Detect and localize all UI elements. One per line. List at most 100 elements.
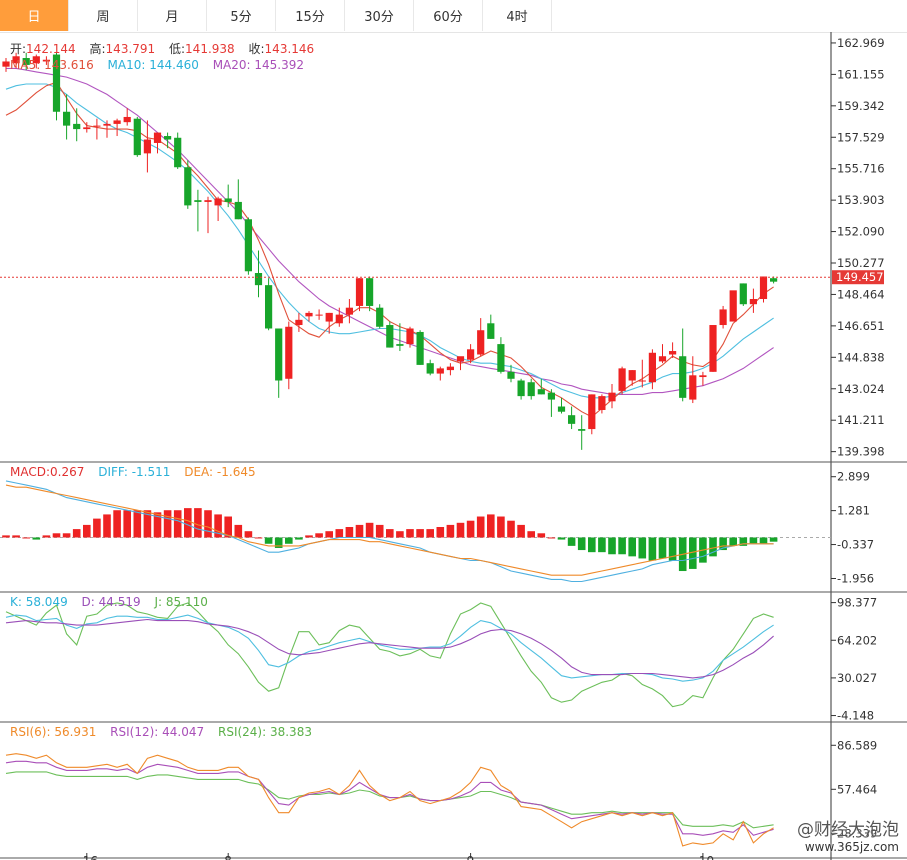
macd-bar xyxy=(527,531,535,538)
macd-bar xyxy=(406,529,414,538)
macd-bar xyxy=(466,520,475,538)
y-tick-label: 143.024 xyxy=(837,382,885,396)
y-tick-label: 139.398 xyxy=(837,445,885,459)
macd-bar xyxy=(588,537,596,553)
close-label: 收: xyxy=(248,42,265,56)
low-value: 141.938 xyxy=(185,42,235,56)
candle-body xyxy=(547,392,555,400)
watermark-url: www.365jz.com xyxy=(804,840,899,854)
j-value: J: 85.110 xyxy=(154,595,208,609)
candle-body xyxy=(719,309,727,326)
candle-body xyxy=(143,139,151,154)
candle-body xyxy=(376,307,384,327)
tab-4[interactable]: 15分 xyxy=(276,0,345,31)
tab-5[interactable]: 30分 xyxy=(345,0,414,31)
macd-bar xyxy=(487,514,495,538)
tab-7[interactable]: 4时 xyxy=(483,0,552,31)
rsi24-line xyxy=(5,771,774,829)
candle-body xyxy=(517,380,525,397)
candle-body xyxy=(396,344,404,346)
candle-body xyxy=(204,200,212,202)
candle-body xyxy=(113,120,121,124)
macd-bar xyxy=(476,516,485,538)
candle-body xyxy=(153,132,162,143)
macd-bar xyxy=(769,537,778,542)
tab-2[interactable]: 月 xyxy=(138,0,207,31)
candle-body xyxy=(345,307,353,315)
candle-body xyxy=(426,363,434,374)
macd-info: MACD:0.267 DIFF: -1.511 DEA: -1.645 xyxy=(10,465,266,479)
macd-bar xyxy=(396,531,404,538)
tab-3[interactable]: 5分 xyxy=(207,0,276,31)
candle-body xyxy=(477,330,485,355)
macd-bar xyxy=(759,537,768,544)
candle-body xyxy=(355,278,364,306)
candle-body xyxy=(184,167,192,206)
candle-body xyxy=(658,356,667,362)
y-tick-label: -1.956 xyxy=(837,571,874,585)
candle-body xyxy=(224,198,232,202)
macd-bar xyxy=(325,531,333,538)
macd-bar xyxy=(254,537,263,539)
current-price-badge xyxy=(832,270,884,285)
y-tick-label: 86.589 xyxy=(837,738,877,752)
macd-bar xyxy=(567,537,576,546)
macd-value: MACD:0.267 xyxy=(10,465,85,479)
candle-body xyxy=(618,368,626,391)
period-tabs: 日周月 5分 15分 30分 60分 4时 xyxy=(0,0,907,33)
y-tick-label: 144.838 xyxy=(837,350,885,364)
candle-body xyxy=(315,314,323,316)
macd-bar xyxy=(628,537,636,557)
candle-body xyxy=(436,368,444,374)
macd-bar xyxy=(83,524,91,538)
macd-bar xyxy=(547,537,556,539)
macd-bar xyxy=(436,527,445,538)
ma5-label: MA5: xyxy=(10,58,41,72)
y-tick-label: 64.202 xyxy=(837,633,877,647)
high-value: 143.791 xyxy=(105,42,156,56)
macd-bar xyxy=(62,533,71,538)
candle-body xyxy=(386,325,394,348)
macd-bar xyxy=(446,524,455,538)
candle-body xyxy=(63,111,71,126)
candle-body xyxy=(244,219,252,272)
macd-bar xyxy=(668,537,677,561)
macd-bar xyxy=(517,524,525,538)
open-label: 开: xyxy=(10,42,27,56)
tab-1[interactable]: 周 xyxy=(69,0,138,31)
ma20-value: 145.392 xyxy=(254,58,305,72)
y-tick-label: 159.342 xyxy=(837,99,885,113)
candle-body xyxy=(366,278,374,306)
macd-bar xyxy=(93,518,101,538)
macd-bar xyxy=(749,537,758,544)
y-tick-label: 146.651 xyxy=(837,319,885,333)
rsi6-value: RSI(6): 56.931 xyxy=(10,725,97,739)
macd-bar xyxy=(234,524,243,538)
macd-bar xyxy=(113,510,121,538)
kdj-info: K: 58.049 D: 44.519 J: 85.110 xyxy=(10,595,218,609)
macd-bar xyxy=(335,529,344,538)
candle-body xyxy=(588,394,596,430)
high-label: 高: xyxy=(89,42,106,56)
candle-body xyxy=(749,299,757,305)
candle-body xyxy=(325,312,333,322)
candle-body xyxy=(32,56,40,64)
macd-bar xyxy=(648,537,657,561)
macd-bar xyxy=(608,537,616,555)
macd-bar xyxy=(426,529,434,538)
macd-bar xyxy=(163,510,172,538)
y-tick-label: 28.339 xyxy=(837,826,877,840)
y-tick-label: 157.529 xyxy=(837,130,885,144)
candle-body xyxy=(265,285,273,329)
macd-bar xyxy=(224,516,232,538)
y-tick-label: 155.716 xyxy=(837,162,885,176)
tab-0[interactable]: 日 xyxy=(0,0,69,31)
watermark-text: @财经大泡泡 xyxy=(797,820,899,840)
ma-info: MA5: 143.616 MA10: 144.460 MA20: 145.392 xyxy=(10,58,314,72)
candle-body xyxy=(467,349,475,360)
tab-6[interactable]: 60分 xyxy=(414,0,483,31)
rsi6-line xyxy=(5,753,774,847)
candle-body xyxy=(507,371,515,379)
y-tick-label: 150.277 xyxy=(837,256,885,270)
candle-body xyxy=(93,125,101,127)
